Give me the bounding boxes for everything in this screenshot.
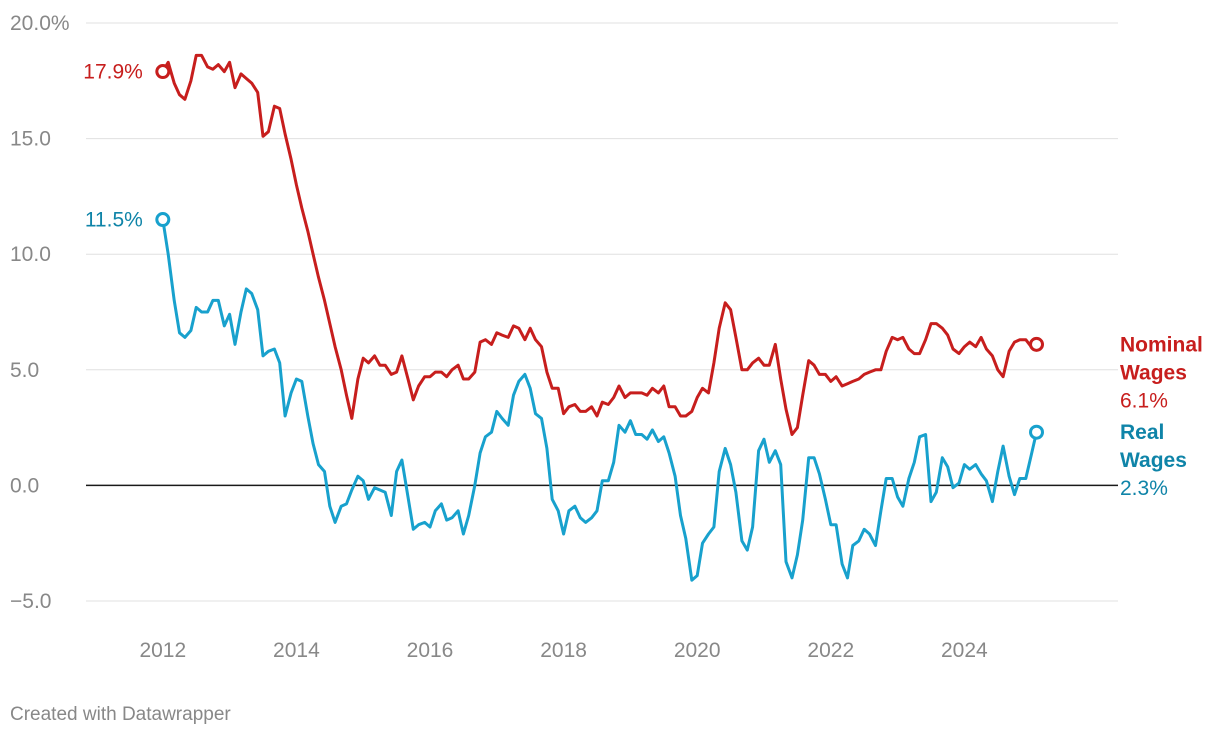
series-lines [161, 53, 1038, 582]
x-tick-label: 2022 [807, 639, 854, 662]
y-tick-label: 10.0 [10, 243, 51, 266]
start-value-label: 17.9% [83, 61, 143, 84]
x-tick-label: 2020 [674, 639, 721, 662]
series-line-nominal [161, 53, 1038, 436]
y-tick-label: 5.0 [10, 359, 39, 382]
start-value-label: 11.5% [85, 209, 143, 232]
y-tick-label: 15.0 [10, 128, 51, 151]
y-tick-label: 20.0% [10, 12, 70, 35]
series-labels: 17.9% Nominal Wages 6.1% 11.5% Real Wages 2.3% [83, 61, 1203, 501]
series-name-label: Wages [1120, 361, 1187, 384]
start-marker [155, 212, 171, 228]
start-marker [155, 64, 171, 80]
end-value-label: 6.1% [1120, 389, 1168, 412]
y-tick-label: −5.0 [10, 590, 51, 613]
x-tick-label: 2014 [273, 639, 320, 662]
series-name-label: Nominal [1120, 333, 1203, 356]
y-tick-label: 0.0 [10, 474, 39, 497]
series-name-label: Wages [1120, 449, 1187, 472]
end-marker [1029, 336, 1045, 352]
credit-text: Created with Datawrapper [10, 704, 231, 725]
x-tick-label: 2024 [941, 639, 988, 662]
x-tick-label: 2016 [407, 639, 454, 662]
series-name-label: Real [1120, 421, 1164, 444]
axis-tick-labels: 20.0% 15.0 10.0 5.0 0.0 −5.0 2012 2014 2016 2018 2… [10, 12, 988, 662]
end-value-label: 2.3% [1120, 477, 1168, 500]
x-tick-label: 2012 [139, 639, 186, 662]
x-tick-label: 2018 [540, 639, 587, 662]
series-line-real [161, 218, 1038, 582]
line-chart: 20.0% 15.0 10.0 5.0 0.0 −5.0 2012 2014 2016 2018 2… [10, 12, 1203, 662]
end-marker [1029, 424, 1045, 440]
